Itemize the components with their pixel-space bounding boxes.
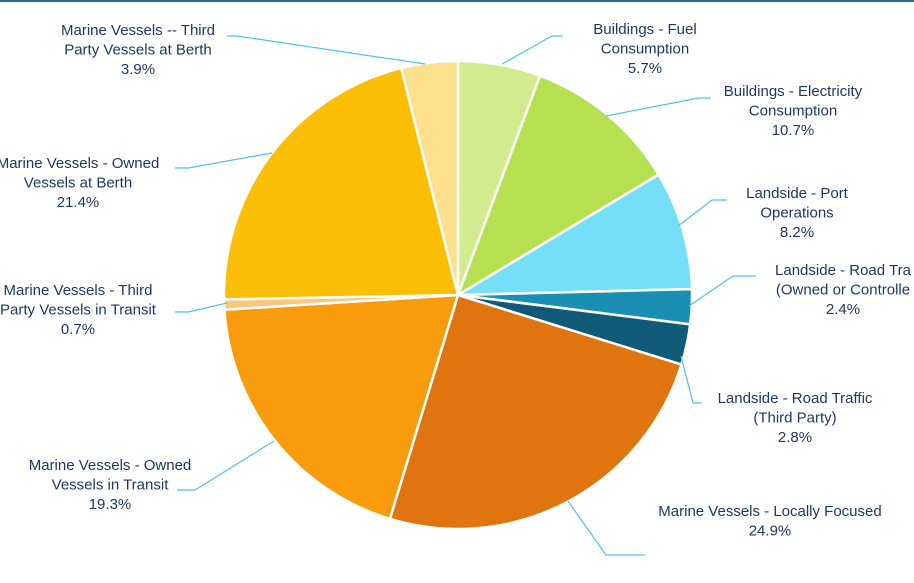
slice-label-4: Landside - Road Tra (Owned or Controlle 2.… <box>775 262 912 318</box>
leader-line-4 <box>688 275 756 307</box>
pie-slice-10 <box>399 59 460 297</box>
slice-label-line: 3.9% <box>121 61 155 78</box>
slice-label-2: Buildings - Electricity Consumption 10.7% <box>724 83 863 139</box>
slice-label-line: Marine Vessels - Locally Focused <box>658 503 881 520</box>
slice-label-line: 10.7% <box>772 122 815 139</box>
leader-line-10 <box>227 35 426 65</box>
slice-label-5: Landside - Road Traffic (Third Party) 2.8% <box>718 390 873 446</box>
slice-label-line: Marine Vessels - Third <box>4 282 153 299</box>
leader-line-7 <box>177 440 275 491</box>
slice-label-line: Marine Vessels - Owned <box>29 457 192 474</box>
slice-label-3: Landside - Port Operations 8.2% <box>746 185 849 241</box>
leader-line-1 <box>501 35 563 65</box>
slice-label-9: Marine Vessels - Owned Vessels at Berth 21… <box>0 155 159 211</box>
pie-slice-7 <box>223 293 460 521</box>
slice-label-line: (Owned or Controlle <box>776 282 910 299</box>
slice-label-10: Marine Vessels -- Third Party Vessels at … <box>61 22 215 78</box>
slice-label-line: Consumption <box>749 103 837 120</box>
slice-label-line: Vessels at Berth <box>24 175 132 192</box>
slice-label-line: 5.7% <box>628 60 662 77</box>
slice-label-line: 21.4% <box>57 194 100 211</box>
pie-slice-3 <box>456 173 694 297</box>
leader-line-2 <box>605 97 711 117</box>
slice-label-8: Marine Vessels - Third Party Vessels in T… <box>0 282 157 338</box>
pie-slice-6 <box>388 293 683 531</box>
slice-label-line: Operations <box>760 205 833 222</box>
slice-label-line: 24.9% <box>749 523 792 540</box>
slice-label-line: Landside - Port <box>746 185 849 202</box>
pie-slice-9 <box>222 66 460 301</box>
leader-line-8 <box>175 302 228 313</box>
slice-label-line: 19.3% <box>89 496 132 513</box>
slice-label-line: Landside - Road Tra <box>775 262 912 279</box>
slice-label-7: Marine Vessels - Owned Vessels in Transit… <box>29 457 192 513</box>
leader-line-3 <box>677 199 727 227</box>
slice-label-line: (Third Party) <box>753 410 836 427</box>
slice-label-line: Party Vessels at Berth <box>64 42 212 59</box>
slice-label-1: Buildings - Fuel Consumption 5.7% <box>593 21 696 77</box>
slice-label-line: Buildings - Fuel <box>593 21 696 38</box>
slice-label-line: Buildings - Electricity <box>724 83 863 100</box>
slice-label-6: Marine Vessels - Locally Focused 24.9% <box>658 503 881 540</box>
slice-label-line: Vessels in Transit <box>52 477 170 494</box>
slice-label-line: Marine Vessels - Owned <box>0 155 159 172</box>
slice-label-line: 0.7% <box>61 321 95 338</box>
slice-label-line: Landside - Road Traffic <box>718 390 873 407</box>
slice-label-line: Party Vessels in Transit <box>0 302 157 319</box>
leader-line-6 <box>567 500 645 556</box>
slice-label-line: 2.4% <box>826 301 860 318</box>
leader-line-5 <box>680 355 702 404</box>
leader-line-9 <box>175 152 273 169</box>
slice-label-line: Marine Vessels -- Third <box>61 22 215 39</box>
slice-label-line: 8.2% <box>780 224 814 241</box>
slice-label-line: 2.8% <box>778 429 812 446</box>
slice-label-line: Consumption <box>601 41 689 58</box>
